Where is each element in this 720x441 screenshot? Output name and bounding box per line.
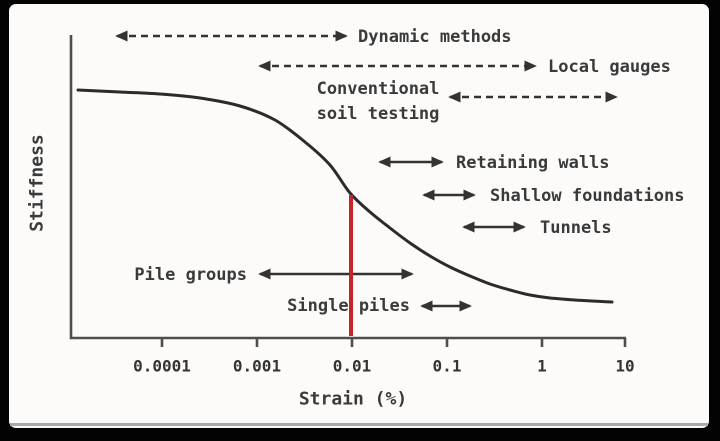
shallow-foundations-label: Shallow foundations: [490, 186, 684, 206]
chart-generated-content: 0.0001 0.001 0.01 0.1 1 10 Dynamic methods Loca…: [69, 27, 684, 376]
pile-groups-label: Pile groups: [134, 265, 247, 285]
x-tick-label: 10: [615, 357, 634, 376]
y-axis-title: Stiffness: [26, 134, 47, 232]
conventional-soil-testing-label: Conventional: [317, 79, 440, 99]
x-tick-label: 0.01: [333, 357, 372, 376]
x-tick-label: 1: [537, 357, 547, 376]
local-gauges-label: Local gauges: [548, 57, 671, 77]
conventional-soil-testing-label: soil testing: [317, 104, 440, 124]
single-piles-label: Single piles: [287, 296, 410, 316]
x-tick-label: 0.0001: [133, 357, 191, 376]
slide-bottom-shadow: [10, 423, 708, 426]
slide-paper: [9, 4, 709, 428]
x-tick-label: 0.001: [233, 357, 281, 376]
x-tick-label: 0.1: [433, 357, 462, 376]
dynamic-methods-label: Dynamic methods: [358, 27, 512, 47]
axes: [69, 35, 626, 340]
x-axis-title: Strain (%): [299, 388, 407, 409]
degradation-curve: [76, 88, 614, 304]
tunnels-label: Tunnels: [540, 218, 612, 238]
retaining-walls-label: Retaining walls: [456, 153, 610, 173]
